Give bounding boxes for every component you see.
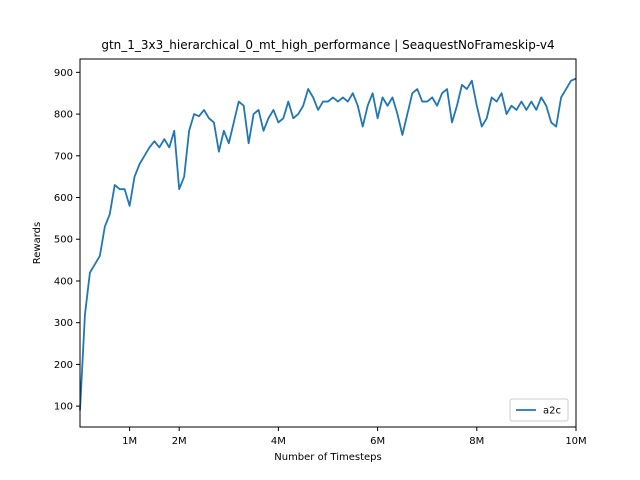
y-tick-label: 800 xyxy=(54,110,73,121)
y-tick-label: 900 xyxy=(54,68,73,79)
x-tick-label: 8M xyxy=(469,436,484,447)
x-axis-label: Number of Timesteps xyxy=(274,452,381,463)
x-tick-label: 4M xyxy=(271,436,286,447)
x-tick-label: 2M xyxy=(172,436,187,447)
x-tick-label: 1M xyxy=(122,436,137,447)
data-line xyxy=(79,77,577,411)
y-tick-label: 700 xyxy=(54,151,73,162)
legend-label: a2c xyxy=(543,406,561,417)
plot-frame xyxy=(79,58,577,428)
y-tick-label: 100 xyxy=(54,402,73,413)
legend-box xyxy=(509,398,569,422)
y-tick-label: 600 xyxy=(54,193,73,204)
y-tick-label: 500 xyxy=(54,235,73,246)
x-tick-label: 6M xyxy=(370,436,385,447)
x-tick-label: 10M xyxy=(565,436,586,447)
chart-title: gtn_1_3x3_hierarchical_0_mt_high_perform… xyxy=(101,38,554,52)
y-tick-label: 200 xyxy=(54,360,73,371)
y-axis-label: Rewards xyxy=(32,222,43,264)
y-tick-label: 400 xyxy=(54,276,73,287)
y-tick-label: 300 xyxy=(54,318,73,329)
